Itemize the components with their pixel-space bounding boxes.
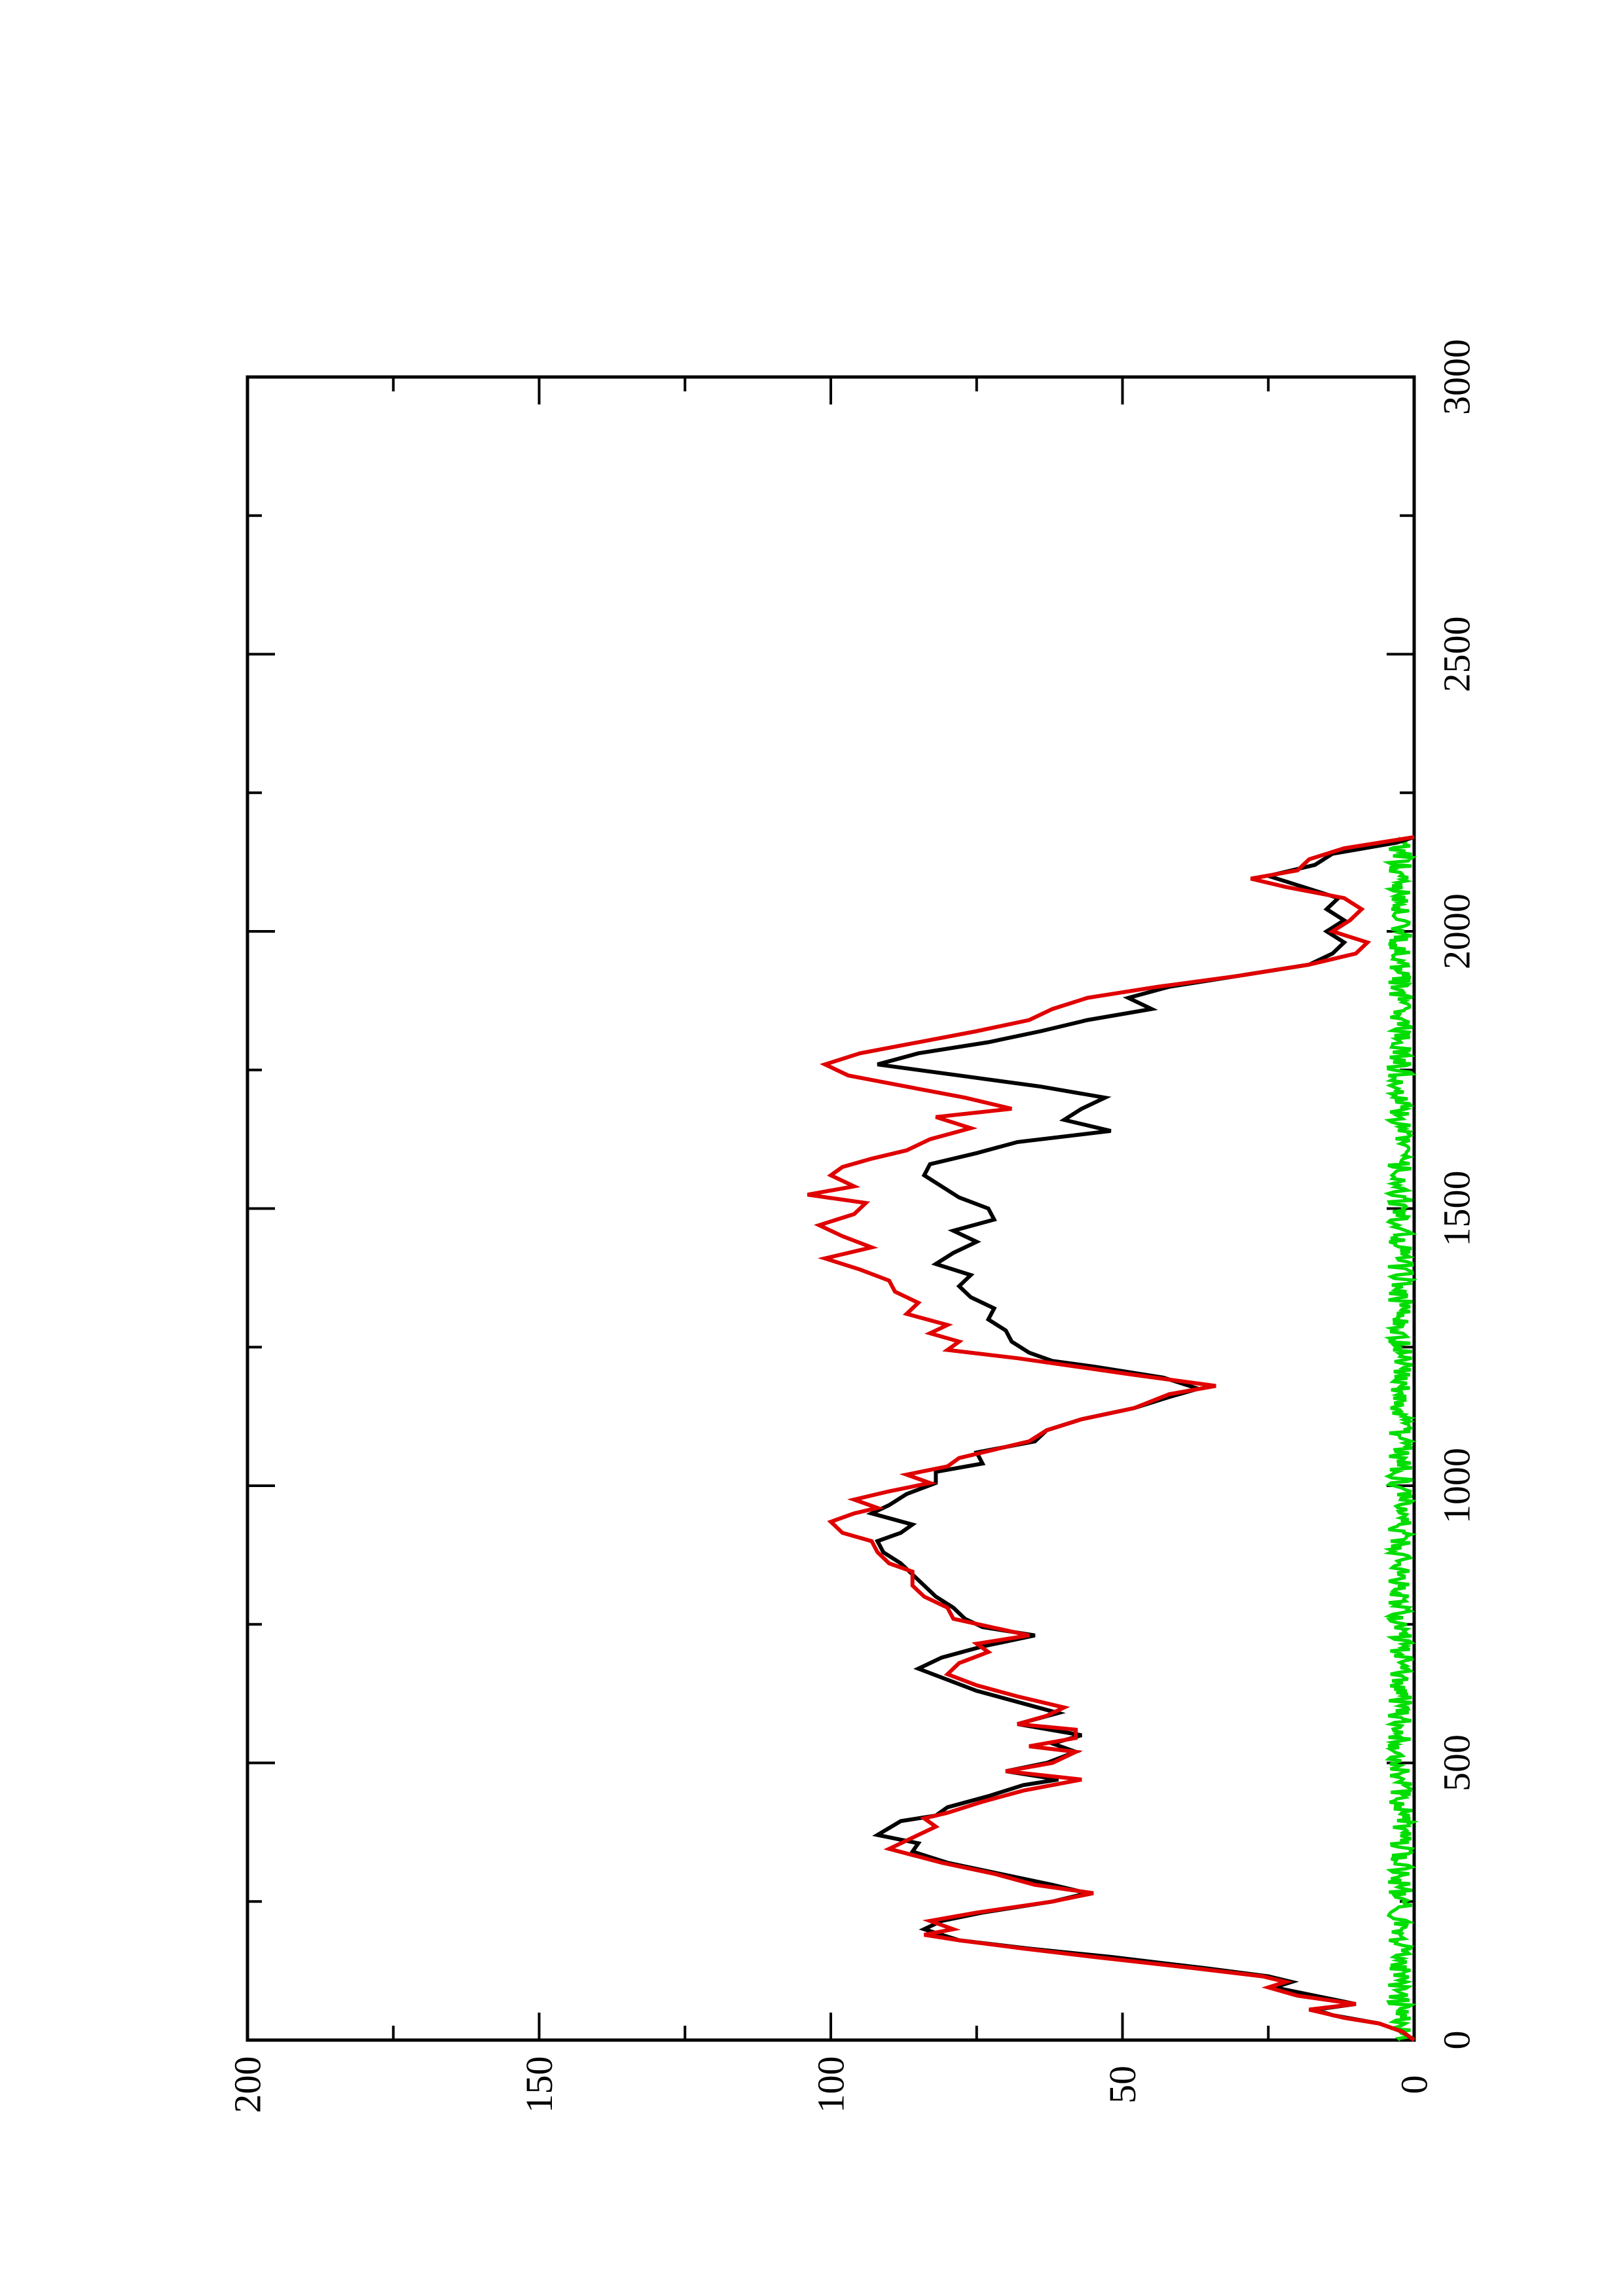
plot-frame xyxy=(246,375,1416,2042)
series-line-1 xyxy=(807,835,1415,2042)
x-tick-label: 2000 xyxy=(1436,893,1478,969)
labels-layer: 0 500 1000 1500 2000 2500 3000 0 50 100 150 200 xyxy=(227,339,1478,2113)
x-tick-label: 500 xyxy=(1436,1734,1478,1791)
series-line-0 xyxy=(866,835,1415,2042)
x-tick-label: 0 xyxy=(1436,2031,1478,2050)
y-tick-label: 100 xyxy=(810,2056,852,2113)
x-tick-label: 1000 xyxy=(1436,1448,1478,1524)
y-tick-label: 50 xyxy=(1101,2066,1144,2104)
x-tick-label: 1500 xyxy=(1436,1171,1478,1247)
y-tick-label: 150 xyxy=(518,2056,560,2113)
y-tick-label: 200 xyxy=(227,2056,269,2113)
series-line-2 xyxy=(1382,836,1419,2041)
y-tick-label: 0 xyxy=(1393,2075,1436,2094)
ticks-layer xyxy=(246,376,1415,2041)
series-layer xyxy=(807,835,1419,2042)
x-tick-label: 2500 xyxy=(1436,617,1478,692)
x-tick-label: 3000 xyxy=(1436,339,1478,415)
